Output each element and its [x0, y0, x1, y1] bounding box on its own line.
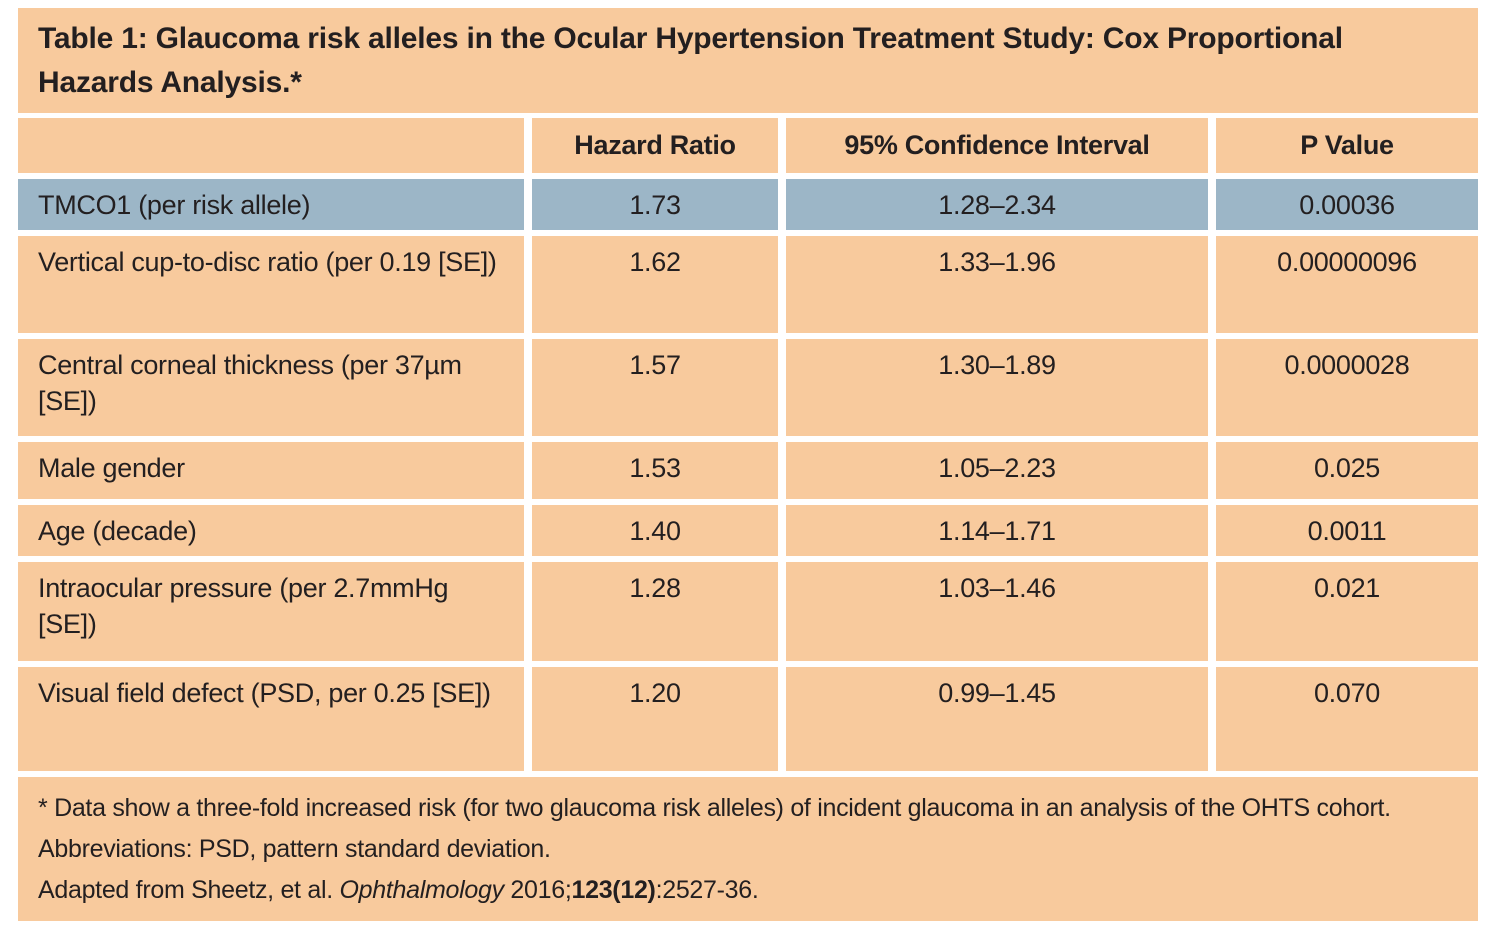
confidence-interval-cell: 1.05–2.23 [786, 442, 1208, 499]
hazard-ratio-cell: 1.62 [532, 236, 778, 333]
confidence-interval-cell: 0.99–1.45 [786, 667, 1208, 771]
hazard-ratio-cell: 1.40 [532, 505, 778, 556]
p-value-cell: 0.025 [1216, 442, 1478, 499]
p-value-cell: 0.0011 [1216, 505, 1478, 556]
hazard-ratio-cell: 1.57 [532, 339, 778, 436]
row-label-cell: Intraocular pressure (per 2.7mmHg [SE]) [18, 562, 524, 661]
p-value-cell: 0.021 [1216, 562, 1478, 661]
hazard-ratio-cell: 1.53 [532, 442, 778, 499]
confidence-interval-cell: 1.28–2.34 [786, 179, 1208, 230]
header-row-label [18, 118, 524, 173]
confidence-interval-cell: 1.30–1.89 [786, 339, 1208, 436]
footnote-abbreviations: Abbreviations: PSD, pattern standard dev… [38, 835, 551, 863]
confidence-interval-cell: 1.33–1.96 [786, 236, 1208, 333]
row-label-cell: Visual field defect (PSD, per 0.25 [SE]) [18, 667, 524, 771]
footnote-block: * Data show a three-fold increased risk … [18, 777, 1478, 921]
p-value-cell: 0.070 [1216, 667, 1478, 771]
citation-year: 2016; [503, 876, 572, 904]
p-value-cell: 0.00036 [1216, 179, 1478, 230]
header-p-value: P Value [1216, 118, 1478, 173]
citation-prefix: Adapted from Sheetz, et al. [38, 876, 340, 904]
row-label-cell: Age (decade) [18, 505, 524, 556]
footnote-citation: Adapted from Sheetz, et al. Ophthalmolog… [38, 870, 1458, 911]
confidence-interval-cell: 1.14–1.71 [786, 505, 1208, 556]
data-table: Hazard Ratio 95% Confidence Interval P V… [18, 118, 1478, 771]
table-title: Table 1: Glaucoma risk alleles in the Oc… [18, 8, 1478, 113]
hazard-ratio-cell: 1.28 [532, 562, 778, 661]
p-value-cell: 0.00000096 [1216, 236, 1478, 333]
hazard-ratio-cell: 1.73 [532, 179, 778, 230]
p-value-cell: 0.0000028 [1216, 339, 1478, 436]
header-confidence-interval: 95% Confidence Interval [786, 118, 1208, 173]
row-label-cell: Central corneal thickness (per 37µm [SE]… [18, 339, 524, 436]
row-label-cell: Male gender [18, 442, 524, 499]
header-hazard-ratio: Hazard Ratio [532, 118, 778, 173]
citation-volume: 123(12) [571, 876, 656, 904]
footnote-asterisk-note: * Data show a three-fold increased risk … [38, 794, 1391, 822]
row-label-cell: Vertical cup-to-disc ratio (per 0.19 [SE… [18, 236, 524, 333]
hazard-ratio-cell: 1.20 [532, 667, 778, 771]
citation-journal: Ophthalmology [339, 876, 505, 904]
citation-pages: :2527-36. [655, 876, 759, 904]
confidence-interval-cell: 1.03–1.46 [786, 562, 1208, 661]
row-label-cell: TMCO1 (per risk allele) [18, 179, 524, 230]
